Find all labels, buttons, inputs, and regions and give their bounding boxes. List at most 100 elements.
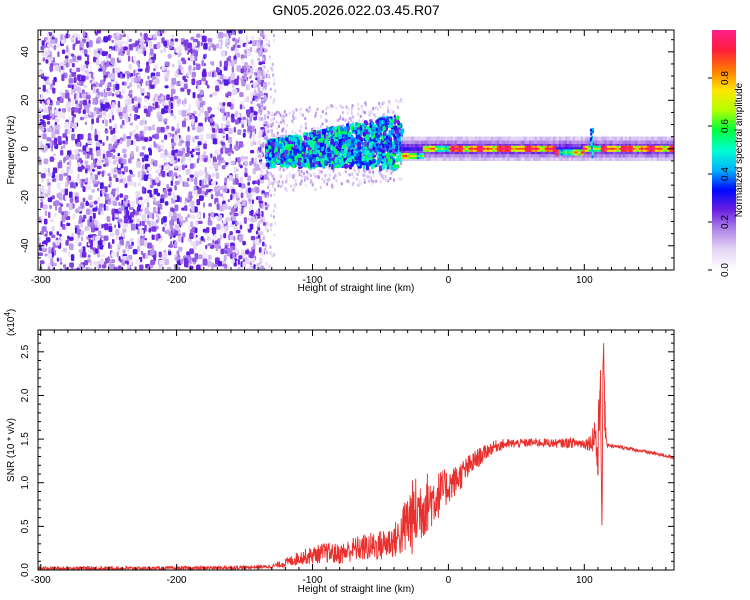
heatmap-cell bbox=[326, 178, 329, 182]
heatmap-cell bbox=[171, 34, 175, 38]
heatmap-cell bbox=[70, 99, 76, 106]
heatmap-cell bbox=[351, 115, 354, 119]
heatmap-cell bbox=[122, 148, 127, 154]
heatmap-cell bbox=[160, 194, 165, 199]
heatmap-cell bbox=[357, 122, 360, 128]
heatmap-cell bbox=[97, 207, 103, 212]
heatmap-cell bbox=[117, 163, 121, 168]
heatmap-cell bbox=[363, 180, 366, 184]
heatmap-cell bbox=[176, 127, 180, 134]
heatmap-cell bbox=[211, 227, 217, 234]
heatmap-cell bbox=[43, 218, 48, 225]
heatmap-cell bbox=[184, 197, 187, 202]
heatmap-cell bbox=[124, 182, 128, 189]
heatmap-cell bbox=[165, 61, 170, 67]
heatmap-cell bbox=[210, 153, 213, 159]
heatmap-cell bbox=[202, 228, 207, 233]
heatmap-cell bbox=[264, 114, 267, 118]
heatmap-cell bbox=[140, 250, 144, 255]
heatmap-cell bbox=[178, 150, 183, 157]
heatmap-cell bbox=[255, 45, 259, 49]
heatmap-cell bbox=[77, 166, 83, 172]
heatmap-cell bbox=[249, 161, 253, 166]
heatmap-cell bbox=[306, 132, 309, 136]
heatmap-cell bbox=[406, 143, 411, 148]
heatmap-cell bbox=[269, 95, 272, 99]
heatmap-cell bbox=[143, 199, 148, 203]
heatmap-cell bbox=[347, 125, 350, 132]
figure-title: GN05.2026.022.03.45.R07 bbox=[272, 2, 440, 18]
heatmap-cell bbox=[127, 175, 132, 182]
heatmap-cell bbox=[180, 140, 185, 144]
heatmap-cell bbox=[384, 175, 387, 179]
heatmap-cell bbox=[344, 118, 347, 122]
heatmap-cell bbox=[47, 197, 53, 203]
heatmap-cell bbox=[268, 189, 271, 193]
heatmap-cell bbox=[304, 122, 307, 126]
heatmap-cell bbox=[74, 192, 80, 197]
heatmap-cell bbox=[336, 119, 339, 123]
heatmap-cell bbox=[49, 231, 53, 236]
heatmap-cell bbox=[133, 140, 137, 147]
heatmap-cell bbox=[330, 150, 335, 155]
heatmap-cell bbox=[267, 140, 271, 146]
heatmap-cell bbox=[120, 163, 124, 169]
heatmap-cell bbox=[316, 157, 320, 162]
heatmap-cell bbox=[362, 164, 366, 170]
heatmap-cell bbox=[113, 123, 118, 130]
heatmap-cell bbox=[167, 188, 172, 192]
heatmap-cell bbox=[46, 137, 52, 142]
heatmap-cell bbox=[70, 154, 75, 160]
heatmap-cell bbox=[80, 247, 83, 251]
heatmap-cell bbox=[304, 183, 307, 187]
heatmap-cell bbox=[150, 220, 155, 228]
heatmap-cell bbox=[281, 115, 284, 119]
heatmap-cell bbox=[320, 115, 323, 119]
heatmap-cell bbox=[307, 140, 310, 145]
heatmap-cell bbox=[266, 162, 270, 167]
heatmap-cell bbox=[232, 251, 235, 259]
heatmap-cell bbox=[50, 146, 54, 152]
heatmap-cell bbox=[235, 168, 239, 172]
heatmap-cell bbox=[58, 111, 64, 118]
heatmap-cell bbox=[57, 161, 63, 169]
heatmap-cell bbox=[208, 46, 211, 52]
heatmap-cell bbox=[123, 197, 127, 202]
heatmap-cell bbox=[70, 36, 74, 41]
heatmap-cell bbox=[394, 136, 397, 140]
heatmap-cell bbox=[356, 102, 359, 106]
heatmap-cell bbox=[41, 244, 47, 249]
heatmap-cell bbox=[395, 148, 398, 152]
heatmap-cell bbox=[338, 158, 343, 163]
heatmap-cell bbox=[174, 165, 178, 169]
heatmap-cell bbox=[378, 170, 381, 174]
heatmap-cell bbox=[325, 112, 328, 116]
heatmap-cell bbox=[235, 52, 240, 58]
heatmap-cell bbox=[400, 100, 403, 104]
heatmap-cell bbox=[358, 179, 361, 183]
heatmap-cell bbox=[288, 111, 291, 115]
heatmap-cell bbox=[398, 100, 401, 104]
heatmap-cell bbox=[397, 155, 401, 162]
heatmap-cell bbox=[207, 38, 213, 43]
heatmap-cell bbox=[226, 33, 229, 38]
heatmap-cell bbox=[288, 172, 291, 176]
heatmap-cell bbox=[225, 244, 228, 249]
heatmap-cell bbox=[121, 89, 126, 94]
heatmap-cell bbox=[382, 163, 385, 170]
heatmap-cell bbox=[379, 104, 382, 108]
heatmap-cell bbox=[235, 247, 239, 254]
heatmap-cell bbox=[262, 180, 265, 184]
heatmap-cell bbox=[194, 116, 198, 123]
heatmap-cell bbox=[87, 267, 93, 270]
heatmap-cell bbox=[206, 260, 212, 268]
heatmap-cell bbox=[307, 171, 310, 175]
heatmap-cell bbox=[358, 170, 361, 174]
heatmap-cell bbox=[215, 215, 219, 220]
heatmap-cell bbox=[49, 156, 54, 162]
heatmap-cell bbox=[187, 213, 191, 218]
heatmap-cell bbox=[345, 105, 348, 109]
heatmap-cell bbox=[92, 212, 96, 219]
heatmap-cell bbox=[61, 49, 66, 54]
heatmap-cell bbox=[310, 163, 313, 168]
